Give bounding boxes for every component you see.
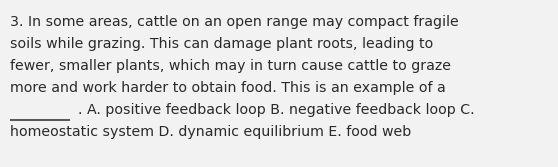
Text: . A. positive feedback loop B. negative feedback loop C.: . A. positive feedback loop B. negative … bbox=[78, 103, 475, 117]
Text: fewer, smaller plants, which may in turn cause cattle to graze: fewer, smaller plants, which may in turn… bbox=[10, 59, 451, 73]
Text: homeostatic system D. dynamic equilibrium E. food web: homeostatic system D. dynamic equilibriu… bbox=[10, 125, 411, 139]
Text: more and work harder to obtain food. This is an example of a: more and work harder to obtain food. Thi… bbox=[10, 81, 446, 95]
Text: soils while grazing. This can damage plant roots, leading to: soils while grazing. This can damage pla… bbox=[10, 37, 433, 51]
Text: 3. In some areas, cattle on an open range may compact fragile: 3. In some areas, cattle on an open rang… bbox=[10, 15, 459, 29]
